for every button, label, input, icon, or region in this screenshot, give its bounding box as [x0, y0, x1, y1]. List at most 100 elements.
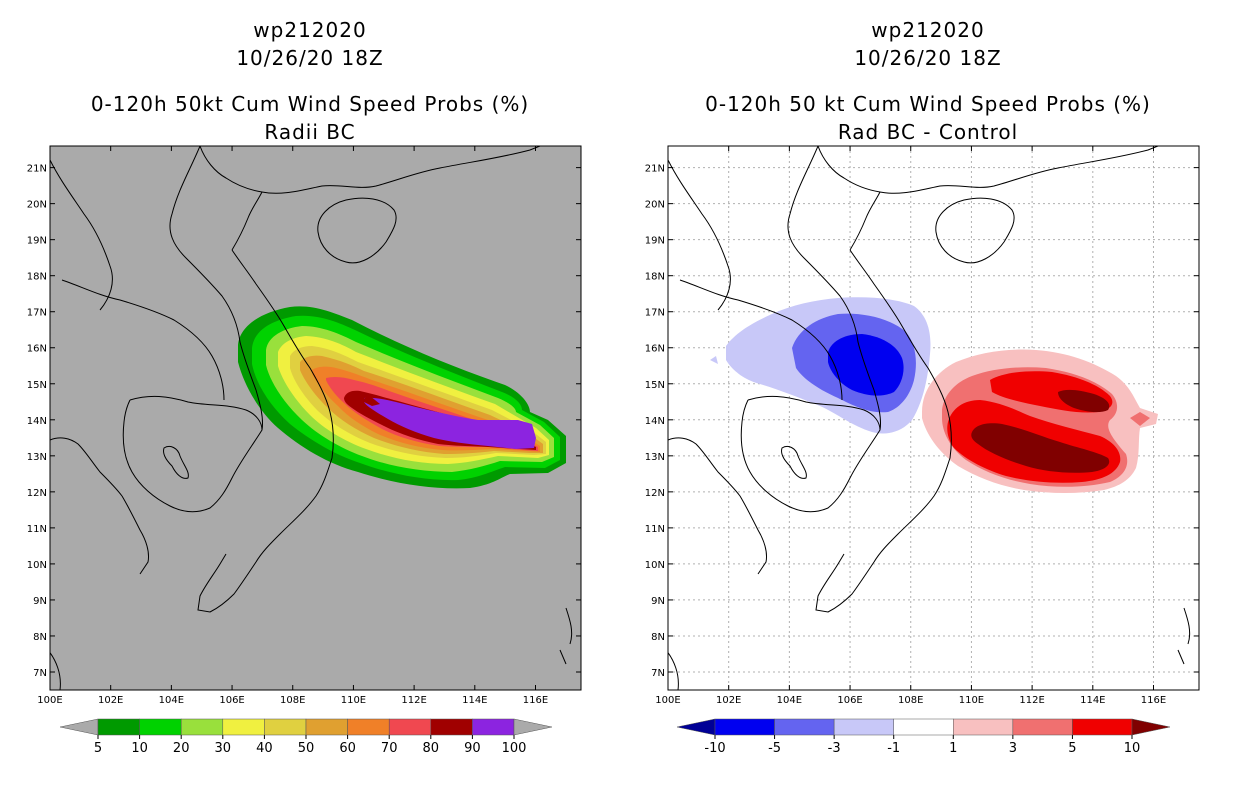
colorbar-swatch: [139, 718, 182, 736]
left-china-coast: [199, 146, 541, 194]
right-hainan-island: [935, 197, 1015, 264]
colorbar-label: 5: [1068, 741, 1076, 756]
right-subtitle: Rad BC - Control: [837, 120, 1019, 144]
lon-tick-label: 102E: [98, 695, 123, 706]
diff-pos-10-lower: [971, 423, 1110, 473]
lat-tick-label: 15N: [645, 380, 665, 391]
lon-tick-label: 104E: [159, 695, 184, 706]
colorbar-label: 1: [949, 741, 957, 756]
colorbar-swatch: [388, 718, 432, 736]
right-tonle-sap: [781, 445, 807, 479]
lat-tick-label: 8N: [651, 632, 665, 643]
colorbar-label: 5: [94, 741, 102, 756]
colorbar-label: -3: [828, 741, 841, 756]
colorbar-swatch: [774, 718, 835, 736]
prob-band-90-notch: [360, 396, 380, 406]
left-west-border: [61, 279, 225, 401]
lon-tick-label: 108E: [280, 695, 305, 706]
colorbar-label: -10: [704, 741, 725, 756]
colorbar-label: 40: [256, 741, 273, 756]
lon-tick-label: 108E: [898, 695, 923, 706]
lon-tick-label: 100E: [37, 695, 62, 706]
colorbar-swatch: [833, 718, 894, 736]
left-vietnam-coast: [197, 249, 334, 613]
colorbar-swatch: [893, 718, 954, 736]
lat-tick-label: 12N: [27, 488, 47, 499]
lat-tick-label: 8N: [33, 632, 47, 643]
right-laos-vietnam-border: [787, 146, 881, 431]
lat-tick-label: 10N: [27, 560, 47, 571]
lat-tick-label: 20N: [645, 200, 665, 211]
lat-tick-label: 9N: [651, 596, 665, 607]
left-coastlines: [50, 146, 573, 690]
left-tonle-sap: [163, 445, 189, 479]
colorbar-label: 60: [339, 741, 356, 756]
lat-tick-label: 16N: [645, 344, 665, 355]
left-axes: 100E 102E 104E 106E 108E 110E 112E 114E 116E 7N 8N…: [27, 146, 581, 706]
colorbar-swatch: [714, 718, 775, 736]
right-china-coast: [817, 146, 1159, 194]
left-hainan-island: [317, 197, 397, 264]
diff-pos-3-spot: [1130, 412, 1150, 426]
lat-tick-label: 18N: [645, 272, 665, 283]
right-west-border: [679, 279, 843, 401]
lat-tick-label: 9N: [33, 596, 47, 607]
colorbar-high-triangle: [1131, 718, 1171, 736]
lon-tick-label: 106E: [219, 695, 244, 706]
left-subtitle: Radii BC: [264, 120, 356, 144]
right-cambodia-border: [740, 395, 881, 513]
colorbar-high-triangle: [513, 718, 553, 736]
diff-pos-10-upper: [1058, 389, 1110, 413]
lon-tick-label: 116E: [523, 695, 548, 706]
lat-tick-label: 16N: [27, 344, 47, 355]
lat-tick-label: 10N: [645, 560, 665, 571]
diff-neg-5: [828, 334, 904, 396]
colorbar-swatch: [97, 718, 140, 736]
colorbar-swatch: [222, 718, 265, 736]
colorbar-swatch: [1072, 718, 1133, 736]
lon-tick-label: 100E: [655, 695, 680, 706]
left-cambodia-border: [122, 395, 263, 513]
lat-tick-label: 7N: [33, 668, 47, 679]
colorbar-label: 10: [131, 741, 148, 756]
colorbar-swatch: [1012, 718, 1073, 736]
left-storm-id: wp212020: [253, 18, 367, 42]
lat-tick-label: 20N: [27, 200, 47, 211]
lon-tick-label: 114E: [1080, 695, 1105, 706]
right-map-panel: 100E 102E 104E 106E 108E 110E 112E 114E 116E 7N 8N…: [645, 145, 1200, 706]
lat-tick-label: 19N: [27, 236, 47, 247]
colorbar-swatch: [264, 718, 307, 736]
right-laos-north: [668, 159, 731, 311]
left-colorbar: 5 10 20 30 40 50 60 70 80 90 100: [59, 718, 553, 756]
right-datetime: 10/26/20 18Z: [854, 46, 1002, 70]
colorbar-label: 100: [502, 741, 527, 756]
colorbar-swatch: [953, 718, 1014, 736]
left-south-islands: [50, 607, 573, 690]
lon-tick-label: 114E: [462, 695, 487, 706]
lon-tick-label: 112E: [1019, 695, 1044, 706]
left-laos-north: [50, 159, 113, 311]
colorbar-swatch: [180, 718, 224, 736]
colorbar-low-triangle: [59, 718, 99, 736]
lat-tick-label: 14N: [27, 416, 47, 427]
prob-band-90: [364, 397, 536, 449]
lat-tick-label: 15N: [27, 380, 47, 391]
lon-tick-label: 116E: [1141, 695, 1166, 706]
lon-tick-label: 110E: [959, 695, 984, 706]
right-colorbar: -10 -5 -3 -1 1 3 5 10: [676, 718, 1171, 756]
right-axes: 100E 102E 104E 106E 108E 110E 112E 114E 116E 7N 8N…: [645, 146, 1199, 706]
left-thailand-coast: [50, 437, 149, 575]
right-product-title: 0-120h 50 kt Cum Wind Speed Probs (%): [705, 92, 1151, 116]
colorbar-label: 70: [381, 741, 398, 756]
right-difference-field: [710, 297, 1158, 493]
colorbar-label: 50: [298, 741, 315, 756]
left-datetime: 10/26/20 18Z: [236, 46, 384, 70]
lon-tick-label: 110E: [341, 695, 366, 706]
left-product-title: 0-120h 50kt Cum Wind Speed Probs (%): [90, 92, 530, 116]
colorbar-label: -5: [768, 741, 781, 756]
lon-tick-label: 102E: [716, 695, 741, 706]
colorbar-label: 10: [1124, 741, 1141, 756]
left-probability-field: [238, 306, 566, 489]
lat-tick-label: 14N: [645, 416, 665, 427]
